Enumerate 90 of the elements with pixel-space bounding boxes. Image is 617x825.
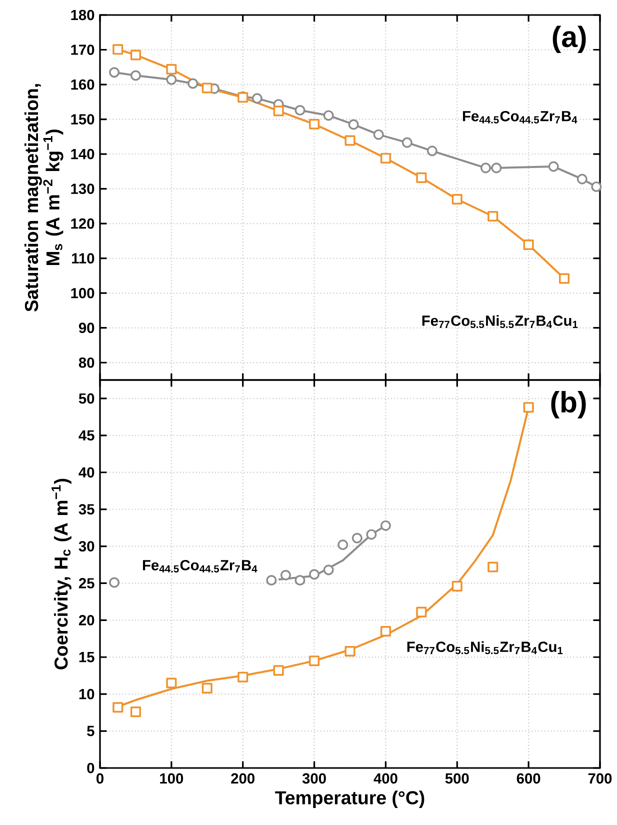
- point: [280, 570, 291, 580]
- point: [416, 172, 427, 183]
- point: [238, 672, 248, 682]
- y-tick-label: 80: [78, 357, 94, 368]
- point: [252, 93, 262, 104]
- y-tick-label: 15: [79, 652, 94, 662]
- point: [480, 162, 491, 174]
- point: [109, 67, 120, 78]
- point: [576, 174, 588, 184]
- y-tick-label: 140: [71, 148, 94, 160]
- point: [323, 564, 334, 576]
- y-tick-label: 25: [78, 578, 94, 588]
- point: [426, 146, 438, 156]
- point: [380, 626, 391, 637]
- x-tick-label: 300: [302, 773, 326, 784]
- text: Fe$_{77}$Co$_{5.5}$Ni$_{5.5}$Zr$_{7}$B$_{4}$Cu$_{1}$: [407, 641, 563, 654]
- y-tick-label: 10: [79, 688, 94, 700]
- point: [294, 104, 306, 116]
- y-tick-label: 160: [71, 79, 94, 90]
- point: [109, 577, 120, 588]
- y-tick-label: 120: [71, 218, 94, 229]
- point: [273, 665, 284, 676]
- y-tick-label: 180: [71, 10, 94, 20]
- point: [523, 402, 534, 413]
- y-tick-label: 150: [71, 114, 94, 124]
- y-axis-title: Coercivity, H$_{c}$ (A m$^{−1}$): [52, 478, 72, 670]
- point: [380, 520, 391, 531]
- point: [188, 78, 198, 89]
- x-tick-label: 0: [96, 773, 104, 784]
- point: [130, 50, 141, 60]
- point: [548, 161, 559, 172]
- point: [523, 240, 534, 250]
- y-tick-label: 0: [87, 762, 94, 774]
- point: [309, 656, 320, 666]
- x-tick-label: 100: [160, 773, 184, 784]
- point: [491, 162, 502, 174]
- point: [366, 529, 377, 540]
- y-tick-label: 90: [78, 322, 94, 334]
- point: [266, 575, 277, 586]
- point: [166, 678, 177, 688]
- y-tick-label: 40: [78, 467, 94, 478]
- series-label: Fe$_{44.5}$Co$_{44.5}$Zr$_{7}$B$_{4}$: [142, 560, 258, 572]
- y-tick-label: 45: [78, 430, 94, 441]
- annotation: (b): [551, 391, 586, 418]
- y-tick-label: 30: [78, 541, 94, 552]
- point: [202, 82, 212, 94]
- y-tick-label: 35: [78, 504, 94, 515]
- x-tick-label: 400: [374, 773, 398, 784]
- point: [273, 106, 284, 116]
- point: [344, 646, 356, 656]
- y-tick-label: 170: [71, 44, 94, 55]
- y-tick-label: 50: [78, 393, 94, 404]
- point: [112, 44, 124, 55]
- point: [402, 137, 412, 148]
- point: [348, 119, 359, 130]
- point: [352, 532, 362, 544]
- text: Fe$_{77}$Co$_{5.5}$Ni$_{5.5}$Zr$_{7}$B$_{4}$Cu$_{1}$: [422, 315, 578, 328]
- point: [452, 194, 462, 205]
- point: [591, 181, 602, 192]
- point: [130, 70, 141, 81]
- point: [112, 702, 124, 713]
- point: [488, 562, 498, 572]
- point: [166, 74, 177, 85]
- y-tick-label: 100: [71, 288, 94, 298]
- point: [416, 606, 427, 618]
- x-tick-label: 600: [516, 773, 540, 784]
- x-tick-label: 500: [445, 773, 469, 784]
- point: [202, 682, 212, 694]
- x-tick-label: 700: [588, 773, 612, 784]
- point: [166, 64, 177, 74]
- point: [323, 110, 334, 121]
- point: [338, 540, 348, 550]
- annotation: (a): [552, 26, 586, 54]
- y-tick-label: 130: [71, 184, 94, 194]
- y-tick-label: 20: [78, 615, 94, 626]
- point: [488, 211, 498, 222]
- point: [559, 273, 570, 284]
- text: Fe$_{44.5}$Co$_{44.5}$Zr$_{7}$B$_{4}$: [462, 110, 578, 124]
- point: [373, 129, 384, 140]
- y-tick-label: 110: [72, 253, 94, 264]
- point: [309, 569, 320, 580]
- point: [309, 118, 320, 130]
- point: [130, 706, 141, 718]
- point: [294, 575, 306, 586]
- point: [344, 135, 356, 146]
- x-tick-label: 200: [231, 773, 254, 784]
- point: [380, 152, 391, 164]
- x-axis-title: Temperature (°C): [275, 790, 424, 808]
- y-tick-label: 5: [87, 726, 94, 736]
- point: [452, 580, 462, 592]
